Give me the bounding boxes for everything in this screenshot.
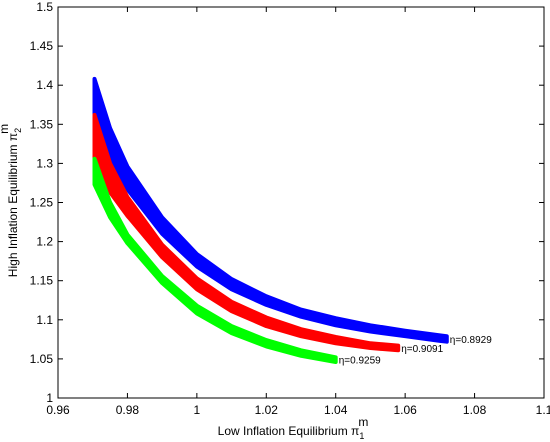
ticks-layer: 0.96 0.98 1 1.02 1.04 1.06 1.08 1.1 1 1.05 1.1 1.15…	[30, 0, 550, 417]
x-axis-title-main: Low Inflation Equilibrium π	[218, 424, 360, 438]
series-band-1	[92, 76, 449, 344]
series-label-1: η=0.8929	[450, 335, 492, 346]
series-label-2: η=0.9091	[401, 344, 443, 355]
y-tick-label: 1.5	[36, 0, 53, 14]
x-axis-title-superscript: m	[358, 415, 368, 429]
y-tick-label: 1.15	[30, 274, 54, 288]
y-tick-label: 1.35	[30, 117, 54, 131]
y-axis-title: High Inflation Equilibrium π2	[6, 128, 23, 277]
x-tick-label: 1.08	[463, 403, 487, 417]
x-tick-label: 1.1	[536, 403, 550, 417]
series-labels: η=0.8929 η=0.9091 η=0.9259	[339, 335, 493, 367]
x-tick-label: 0.96	[46, 403, 70, 417]
y-tick-label: 1.3	[36, 156, 53, 170]
x-tick-label: 1.02	[255, 403, 279, 417]
y-tick-label: 1.2	[36, 235, 53, 249]
y-axis-title-superscript: m	[0, 124, 11, 134]
y-tick-label: 1.05	[30, 352, 54, 366]
y-tick-label: 1	[46, 391, 53, 405]
x-axis-title: Low Inflation Equilibrium π1	[218, 424, 365, 441]
series-band-2	[92, 112, 401, 353]
y-tick-label: 1.45	[30, 39, 54, 53]
y-tick-label: 1.25	[30, 196, 54, 210]
x-tick-label: 1.06	[393, 403, 417, 417]
y-axis-title-subscript: 2	[13, 128, 23, 133]
x-axis-title-subscript: 1	[359, 431, 364, 441]
x-tick-label: 1	[194, 403, 201, 417]
series-band-3	[92, 156, 338, 364]
series-label-3: η=0.9259	[339, 356, 381, 367]
y-tick-label: 1.1	[36, 313, 53, 327]
x-tick-label: 0.98	[116, 403, 140, 417]
series-layer	[92, 76, 449, 364]
y-axis-title-main: High Inflation Equilibrium π	[6, 133, 20, 277]
x-tick-label: 1.04	[324, 403, 348, 417]
y-tick-label: 1.4	[36, 78, 53, 92]
